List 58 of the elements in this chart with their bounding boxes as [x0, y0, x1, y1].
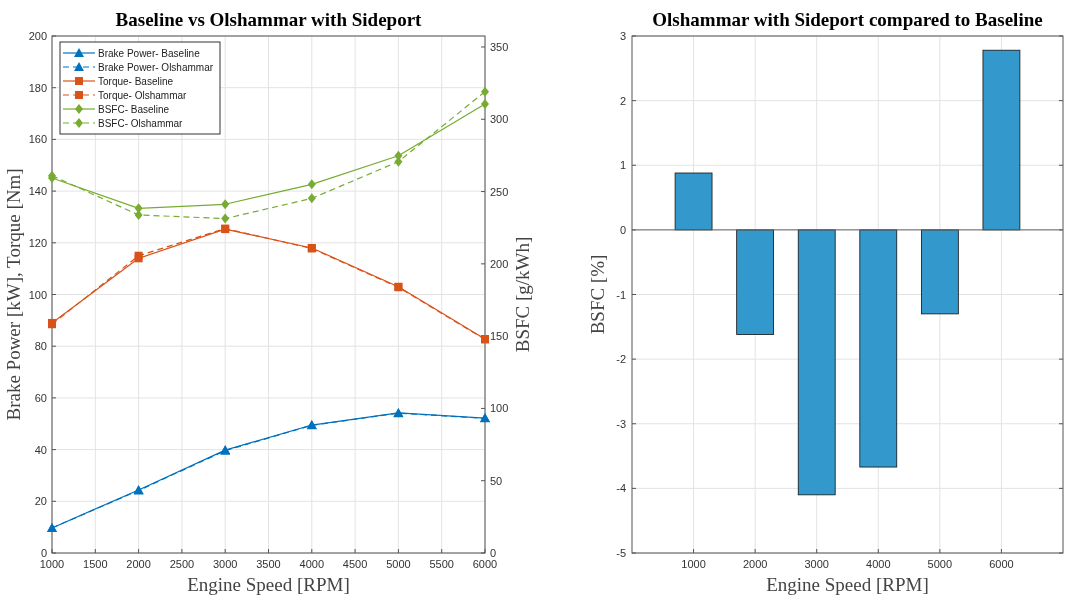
x-tick-label: 6000 — [989, 558, 1014, 570]
y-tick-label: 100 — [28, 288, 47, 301]
y-tick-label: 160 — [28, 133, 47, 146]
x-tick-label: 4000 — [866, 558, 891, 570]
y-tick-label: -5 — [616, 547, 626, 559]
x-tick-label: 5000 — [927, 558, 953, 570]
x-tick-label: 5500 — [429, 558, 454, 570]
legend-label: Torque- Olshammar — [98, 90, 188, 101]
x-axis-title: Engine Speed [RPM] — [187, 574, 350, 595]
x-tick-label: 5000 — [386, 558, 411, 570]
y2-tick-label: 150 — [490, 330, 509, 343]
y-tick-label: 140 — [28, 185, 47, 198]
y-tick-label: 80 — [34, 340, 47, 353]
y-tick-label: 20 — [34, 495, 47, 508]
x-tick-label: 4500 — [342, 558, 368, 570]
y-tick-label: -1 — [616, 288, 626, 301]
x-tick-label: 3500 — [256, 558, 281, 570]
chart-title: Olshammar with Sideport compared to Baseline — [652, 9, 1043, 30]
y2-tick-label: 50 — [490, 474, 503, 487]
x-axis-title: Engine Speed [RPM] — [766, 574, 929, 595]
y-tick-label: 60 — [34, 391, 47, 404]
x-tick-label: 1500 — [83, 558, 108, 570]
y2-tick-label: 0 — [490, 547, 497, 559]
x-tick-label: 1000 — [39, 558, 65, 570]
x-tick-label: 3000 — [212, 558, 238, 570]
y-tick-label: -3 — [616, 417, 626, 430]
x-tick-label: 3000 — [804, 558, 829, 570]
y-tick-label: 1 — [619, 159, 626, 172]
legend-label: Torque- Baseline — [98, 76, 174, 87]
legend-label: Brake Power- Baseline — [98, 48, 201, 59]
y-tick-label: 180 — [28, 81, 47, 94]
y2-tick-label: 300 — [490, 113, 509, 126]
x-tick-label: 2500 — [169, 558, 195, 570]
y-tick-label: -4 — [616, 482, 626, 495]
y-axis-title: BSFC [%] — [587, 254, 608, 335]
legend-label: Brake Power- Olshammar — [98, 62, 214, 73]
y2-tick-label: 200 — [490, 257, 509, 270]
y-tick-label: -2 — [616, 353, 626, 366]
y-tick-label: 200 — [28, 30, 47, 42]
y2-axis-title: BSFC [g/kWh] — [512, 236, 533, 353]
x-tick-label: 2000 — [126, 558, 151, 570]
y2-tick-label: 250 — [490, 185, 509, 198]
legend-label: BSFC- Olshammar — [98, 118, 184, 129]
y-axis-title: Brake Power [kW], Torque [Nm] — [3, 168, 24, 421]
chart-title: Baseline vs Olshammar with Sideport — [115, 9, 423, 30]
legend-label: BSFC- Baseline — [98, 104, 170, 115]
x-tick-label: 6000 — [472, 558, 498, 570]
y-tick-label: 2 — [619, 94, 626, 107]
y-tick-label: 0 — [619, 223, 626, 236]
x-tick-label: 1000 — [681, 558, 706, 570]
x-tick-label: 2000 — [742, 558, 768, 570]
y2-tick-label: 350 — [490, 40, 509, 53]
y-tick-label: 120 — [28, 236, 47, 249]
y-tick-label: 0 — [40, 547, 47, 559]
y2-tick-label: 100 — [490, 402, 509, 415]
y-tick-label: 3 — [619, 30, 626, 42]
x-tick-label: 4000 — [299, 558, 325, 570]
y-tick-label: 40 — [34, 443, 47, 456]
